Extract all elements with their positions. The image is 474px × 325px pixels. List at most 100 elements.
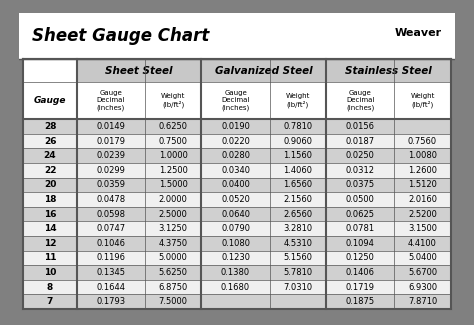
Text: 3.1500: 3.1500: [408, 224, 437, 233]
Bar: [23, 294, 451, 309]
Text: 0.6250: 0.6250: [159, 122, 188, 131]
Text: 0.0790: 0.0790: [221, 224, 250, 233]
Text: 1.2500: 1.2500: [159, 166, 188, 175]
Text: 7.8710: 7.8710: [408, 297, 437, 306]
Text: 0.0375: 0.0375: [346, 180, 375, 189]
Bar: [201, 59, 326, 82]
Text: 4.3750: 4.3750: [159, 239, 188, 248]
Bar: [23, 207, 451, 221]
Bar: [23, 163, 451, 177]
Bar: [19, 13, 455, 59]
Bar: [23, 251, 451, 265]
Text: 8: 8: [47, 283, 53, 292]
Bar: [326, 59, 451, 82]
Text: 0.0781: 0.0781: [346, 224, 375, 233]
Text: 2.0000: 2.0000: [159, 195, 188, 204]
Text: 0.0312: 0.0312: [346, 166, 374, 175]
Text: 26: 26: [44, 136, 56, 146]
Text: 5.0000: 5.0000: [159, 254, 188, 262]
Text: 0.1644: 0.1644: [96, 283, 125, 292]
Text: 3.1250: 3.1250: [159, 224, 188, 233]
Text: 5.6250: 5.6250: [159, 268, 188, 277]
Text: 12: 12: [44, 239, 56, 248]
Text: Stainless Steel: Stainless Steel: [345, 66, 432, 75]
Text: 0.0400: 0.0400: [221, 180, 250, 189]
Text: 7.5000: 7.5000: [159, 297, 188, 306]
Text: 1.0080: 1.0080: [408, 151, 437, 160]
Text: 0.1680: 0.1680: [221, 283, 250, 292]
Text: 0.7810: 0.7810: [283, 122, 312, 131]
Text: 0.0220: 0.0220: [221, 136, 250, 146]
Text: 0.0747: 0.0747: [96, 224, 126, 233]
Bar: [23, 280, 451, 294]
Text: 6.8750: 6.8750: [159, 283, 188, 292]
Bar: [23, 134, 451, 148]
Text: 0.9060: 0.9060: [283, 136, 312, 146]
Text: 5.0400: 5.0400: [408, 254, 437, 262]
Text: 1.1560: 1.1560: [283, 151, 312, 160]
Text: 0.0625: 0.0625: [346, 210, 374, 219]
Bar: [23, 221, 451, 236]
Text: 5.6700: 5.6700: [408, 268, 437, 277]
Text: 3.2810: 3.2810: [283, 224, 312, 233]
Text: 0.0280: 0.0280: [221, 151, 250, 160]
Text: 0.1094: 0.1094: [346, 239, 374, 248]
Text: 5.7810: 5.7810: [283, 268, 312, 277]
Text: 2.5200: 2.5200: [408, 210, 437, 219]
Text: Weight
(lb/ft²): Weight (lb/ft²): [410, 93, 435, 108]
Text: 1.2600: 1.2600: [408, 166, 437, 175]
Text: 0.7560: 0.7560: [408, 136, 437, 146]
Text: 0.1345: 0.1345: [96, 268, 125, 277]
Text: 1.5000: 1.5000: [159, 180, 188, 189]
Text: 0.0239: 0.0239: [96, 151, 125, 160]
Text: Gauge
Decimal
(inches): Gauge Decimal (inches): [346, 90, 374, 111]
Text: 0.1719: 0.1719: [346, 283, 374, 292]
Bar: [77, 59, 201, 82]
Text: Gauge
Decimal
(inches): Gauge Decimal (inches): [97, 90, 125, 111]
Text: Sheet Gauge Chart: Sheet Gauge Chart: [32, 27, 210, 45]
Text: 16: 16: [44, 210, 56, 219]
Bar: [23, 265, 451, 280]
Text: 4.5310: 4.5310: [283, 239, 312, 248]
Bar: [23, 59, 77, 82]
Text: 1.6560: 1.6560: [283, 180, 312, 189]
Text: 2.6560: 2.6560: [283, 210, 312, 219]
Text: 0.0500: 0.0500: [346, 195, 374, 204]
Text: Galvanized Steel: Galvanized Steel: [215, 66, 312, 75]
Bar: [23, 236, 451, 251]
Text: 14: 14: [44, 224, 56, 233]
Text: 0.1250: 0.1250: [346, 254, 374, 262]
Text: 7: 7: [47, 297, 53, 306]
Text: 0.0340: 0.0340: [221, 166, 250, 175]
Text: Sheet Steel: Sheet Steel: [105, 66, 173, 75]
Text: 0.0640: 0.0640: [221, 210, 250, 219]
Text: 7.0310: 7.0310: [283, 283, 312, 292]
Text: 18: 18: [44, 195, 56, 204]
Text: 0.0156: 0.0156: [346, 122, 374, 131]
Bar: [23, 177, 451, 192]
Text: 0.1875: 0.1875: [346, 297, 375, 306]
Text: 0.0149: 0.0149: [96, 122, 125, 131]
Bar: [23, 82, 451, 119]
Text: 0.7500: 0.7500: [159, 136, 188, 146]
Text: Weaver: Weaver: [395, 28, 442, 38]
Text: 20: 20: [44, 180, 56, 189]
Text: 24: 24: [44, 151, 56, 160]
Text: 0.1046: 0.1046: [96, 239, 125, 248]
Text: 2.5000: 2.5000: [159, 210, 188, 219]
Text: 0.0190: 0.0190: [221, 122, 250, 131]
Text: 28: 28: [44, 122, 56, 131]
Text: 0.0187: 0.0187: [346, 136, 375, 146]
Text: 1.5120: 1.5120: [408, 180, 437, 189]
Text: 0.0299: 0.0299: [96, 166, 125, 175]
Text: 0.1406: 0.1406: [346, 268, 374, 277]
Text: 2.0160: 2.0160: [408, 195, 437, 204]
Text: 6.9300: 6.9300: [408, 283, 437, 292]
Text: 0.0478: 0.0478: [96, 195, 126, 204]
Text: 0.0250: 0.0250: [346, 151, 374, 160]
Text: Gauge: Gauge: [34, 96, 66, 105]
Text: 5.1560: 5.1560: [283, 254, 312, 262]
Text: 2.1560: 2.1560: [283, 195, 312, 204]
Text: 0.1793: 0.1793: [96, 297, 126, 306]
Text: 1.0000: 1.0000: [159, 151, 188, 160]
